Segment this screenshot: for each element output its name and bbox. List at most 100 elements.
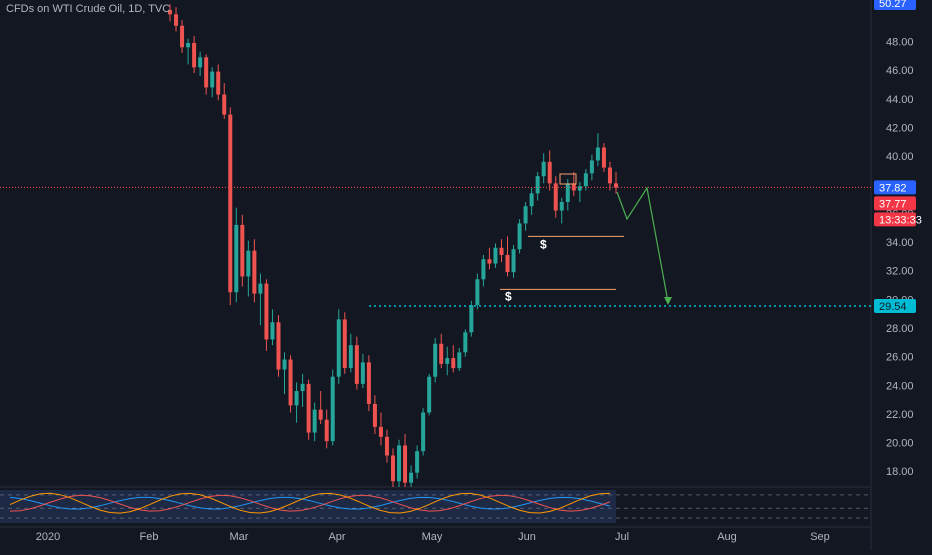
candle-body xyxy=(198,57,203,68)
annotation-dollar: $ xyxy=(505,289,512,303)
candle-body xyxy=(421,412,426,452)
y-tick-label: 48.00 xyxy=(886,37,914,49)
candle-body xyxy=(204,57,209,88)
candle-body xyxy=(583,173,588,187)
candle-body xyxy=(517,223,522,250)
y-tick-label: 20.00 xyxy=(886,438,914,450)
candle-body xyxy=(499,247,504,255)
candle-body xyxy=(360,362,365,384)
candle-body xyxy=(505,254,510,273)
chart-title: CFDs on WTI Crude Oil, 1D, TVC xyxy=(6,3,171,15)
candle-body xyxy=(318,409,323,420)
candle-body xyxy=(240,224,245,277)
candle-body xyxy=(577,186,582,191)
indicator-line xyxy=(9,496,611,510)
x-tick-label: Mar xyxy=(230,531,249,543)
candle-body xyxy=(523,206,528,224)
candle-body xyxy=(222,94,227,115)
candle-body xyxy=(487,259,492,264)
price-label-prev-bg xyxy=(874,196,916,211)
candle-body xyxy=(391,455,395,482)
y-tick-label: 46.00 xyxy=(886,65,914,77)
candle-body xyxy=(186,42,191,48)
candle-body xyxy=(372,403,377,427)
candle-body xyxy=(366,362,371,404)
x-tick-label: May xyxy=(422,531,443,543)
candle-body xyxy=(403,445,408,483)
candle-body xyxy=(614,183,618,188)
candle-body xyxy=(565,183,570,202)
candle-body xyxy=(607,167,612,184)
candle-body xyxy=(457,352,462,369)
price-label-target: 29.54 xyxy=(879,301,907,313)
price-label-last-bg xyxy=(874,180,916,195)
candle-body xyxy=(589,160,594,174)
candle-body xyxy=(397,445,402,482)
candle-body xyxy=(276,322,281,370)
y-tick-label: 32.00 xyxy=(886,266,914,278)
x-tick-label: Jun xyxy=(518,531,536,543)
y-tick-label: 26.00 xyxy=(886,352,914,364)
price-label-countdown: 13:33:33 xyxy=(879,214,922,226)
candle-body xyxy=(300,383,305,392)
forecast-arrowhead xyxy=(664,297,672,305)
candle-body xyxy=(463,332,468,353)
candle-body xyxy=(246,250,251,277)
y-tick-label: 42.00 xyxy=(886,122,914,134)
candle-body xyxy=(384,436,389,456)
candle-body xyxy=(228,114,233,293)
candle-body xyxy=(342,319,347,369)
candle-body xyxy=(511,249,516,273)
candle-body xyxy=(427,376,432,413)
candle-body xyxy=(168,10,172,15)
candle-body xyxy=(336,319,341,377)
candle-body xyxy=(312,409,317,433)
price-label-top: 50.27 xyxy=(879,0,907,10)
x-tick-label: 2020 xyxy=(36,531,60,543)
candle-body xyxy=(192,42,197,68)
price-label-countdown-bg xyxy=(874,212,916,227)
candle-body xyxy=(481,259,486,280)
candle-body xyxy=(282,359,287,370)
candle-body xyxy=(595,147,600,161)
candle-body xyxy=(433,343,438,377)
y-tick-label: 40.00 xyxy=(886,151,914,163)
candle-body xyxy=(180,25,185,48)
candle-body xyxy=(415,451,420,473)
price-label-last: 37.82 xyxy=(879,182,907,194)
x-tick-label: Feb xyxy=(140,531,159,543)
y-tick-label: 24.00 xyxy=(886,380,914,392)
y-tick-label: 44.00 xyxy=(886,94,914,106)
price-axis-bg xyxy=(871,0,932,550)
candle-body xyxy=(475,279,480,306)
candle-body xyxy=(541,161,546,177)
x-tick-label: Sep xyxy=(810,531,830,543)
y-tick-label: 34.00 xyxy=(886,237,914,249)
candle-body xyxy=(294,391,299,406)
x-tick-label: Jul xyxy=(615,531,629,543)
candle-body xyxy=(354,345,359,384)
candle-body xyxy=(306,383,311,433)
price-label-top-bg xyxy=(874,0,916,10)
candle-body xyxy=(445,358,450,364)
candle-body xyxy=(288,359,293,406)
x-tick-label: Apr xyxy=(328,531,345,543)
annotation-dollar: $ xyxy=(540,237,547,251)
candle-body xyxy=(469,305,474,333)
candle-body xyxy=(553,183,558,211)
candle-body xyxy=(601,147,606,168)
candle-body xyxy=(439,343,444,364)
candle-body xyxy=(547,161,552,184)
candle-body xyxy=(252,250,257,294)
y-tick-label: 22.00 xyxy=(886,409,914,421)
candle-body xyxy=(493,247,498,264)
candle-body xyxy=(234,224,239,293)
forecast-path xyxy=(616,186,669,303)
candle-body xyxy=(330,376,335,442)
candle-body xyxy=(535,176,540,194)
candle-body xyxy=(264,283,269,340)
candle-body xyxy=(174,14,179,26)
candle-body xyxy=(210,71,215,88)
price-label-prev: 37.77 xyxy=(879,198,907,210)
